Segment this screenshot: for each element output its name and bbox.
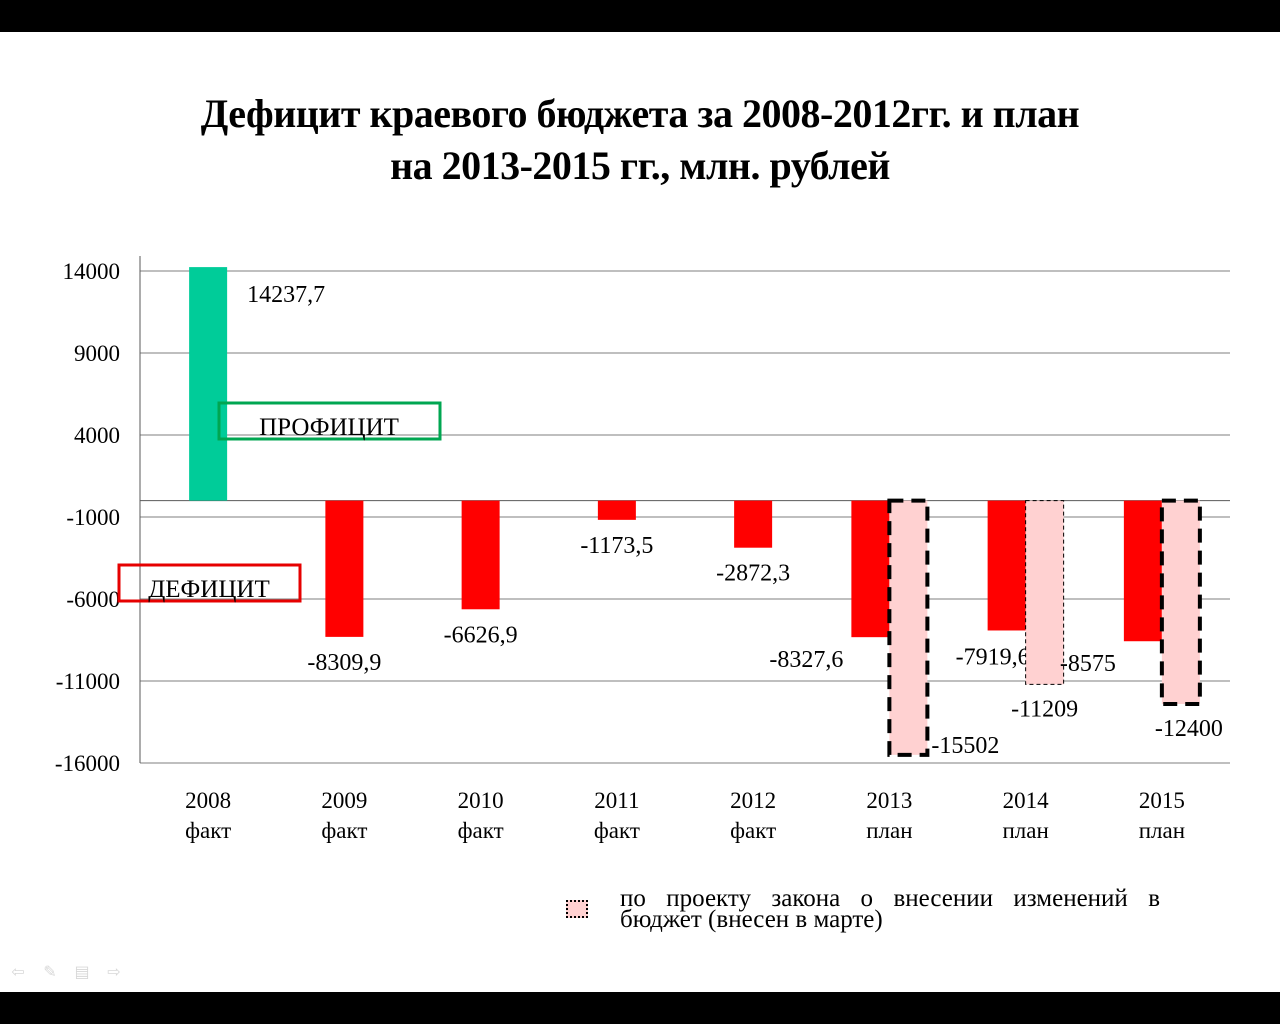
x-tick-status-2011: факт bbox=[594, 818, 640, 843]
back-arrow-icon[interactable]: ⇦ bbox=[11, 962, 25, 981]
forward-arrow-icon[interactable]: ⇨ bbox=[107, 962, 121, 981]
amended-value-label-2015: -12400 bbox=[1155, 716, 1223, 742]
amended-value-label-2014: -11209 bbox=[1011, 696, 1078, 722]
budget-bar-chart: 14000 9000 4000 -1000 -6000 -11000 -16000 14237… bbox=[55, 256, 1230, 843]
x-tick-year-2013: 2013 bbox=[866, 788, 912, 813]
x-tick-status-2014: план bbox=[1002, 818, 1048, 843]
x-tick-year-2014: 2014 bbox=[1003, 788, 1050, 813]
amended-value-label-2013: -15502 bbox=[931, 733, 999, 759]
surplus-annotation-label: ПРОФИЦИТ bbox=[259, 414, 399, 441]
bar-value-label-2011: -1173,5 bbox=[580, 533, 653, 559]
x-tick-status-2012: факт bbox=[730, 818, 776, 843]
bar-2014 bbox=[987, 500, 1026, 631]
menu-icon[interactable]: ▤ bbox=[74, 962, 90, 981]
x-tick-status-2009: факт bbox=[321, 818, 367, 843]
surplus-annotation-box bbox=[217, 401, 442, 441]
y-tick-label: -1000 bbox=[66, 505, 120, 530]
bar-value-label-2013: -8327,6 bbox=[769, 647, 843, 673]
bar-value-label-2015: -8575 bbox=[1060, 651, 1116, 677]
bar-2008 bbox=[189, 267, 228, 501]
y-tick-label: -16000 bbox=[55, 751, 120, 776]
legend-swatch-amended bbox=[566, 900, 588, 918]
bar-2009 bbox=[325, 500, 364, 637]
chart-title-line-2: на 2013-2015 гг., млн. рублей bbox=[390, 143, 890, 188]
y-tick-label: 4000 bbox=[74, 423, 120, 448]
x-tick-year-2015: 2015 bbox=[1139, 788, 1185, 813]
amended-bar-2014 bbox=[1025, 500, 1065, 685]
bar-2013 bbox=[851, 500, 890, 638]
y-tick-label: 14000 bbox=[63, 259, 121, 284]
deficit-annotation-box bbox=[117, 563, 302, 603]
chart-title-line-1: Дефицит краевого бюджета за 2008-2012гг.… bbox=[200, 91, 1080, 136]
amended-bar-2015 bbox=[1159, 498, 1202, 706]
x-tick-status-2008: факт bbox=[185, 818, 231, 843]
amended-bar-2013 bbox=[887, 498, 930, 757]
bar-2012 bbox=[734, 500, 773, 548]
x-tick-status-2015: план bbox=[1139, 818, 1185, 843]
x-tick-status-2010: факт bbox=[458, 818, 504, 843]
x-tick-year-2010: 2010 bbox=[458, 788, 504, 813]
legend-label-amended: по проекту закона о внесении изменений в… bbox=[620, 885, 1160, 933]
x-tick-year-2009: 2009 bbox=[321, 788, 367, 813]
slide: Дефицит краевого бюджета за 2008-2012гг.… bbox=[0, 32, 1280, 992]
bar-value-label-2009: -8309,9 bbox=[307, 650, 381, 676]
bar-2010 bbox=[461, 500, 500, 610]
y-tick-label: -6000 bbox=[66, 587, 120, 612]
x-tick-status-2013: план bbox=[866, 818, 912, 843]
bar-value-label-2008: 14237,7 bbox=[247, 282, 325, 308]
bar-2011 bbox=[597, 500, 636, 520]
bar-2015 bbox=[1123, 500, 1162, 642]
x-tick-year-2012: 2012 bbox=[730, 788, 776, 813]
legend: по проекту закона о внесении изменений в… bbox=[566, 885, 1166, 938]
pen-icon[interactable]: ✎ bbox=[43, 962, 57, 981]
deficit-annotation-label: ДЕФИЦИТ bbox=[148, 576, 270, 603]
bar-value-label-2012: -2872,3 bbox=[716, 561, 790, 587]
y-tick-label: 9000 bbox=[74, 341, 120, 366]
y-tick-label: -11000 bbox=[56, 669, 120, 694]
chart-title: Дефицит краевого бюджета за 2008-2012гг.… bbox=[0, 88, 1280, 192]
slideshow-nav: ⇦ ✎ ▤ ⇨ bbox=[8, 962, 124, 982]
x-tick-year-2011: 2011 bbox=[594, 788, 639, 813]
x-tick-year-2008: 2008 bbox=[185, 788, 231, 813]
bar-value-label-2010: -6626,9 bbox=[444, 622, 518, 648]
bar-value-label-2014: -7919,6 bbox=[956, 644, 1030, 670]
